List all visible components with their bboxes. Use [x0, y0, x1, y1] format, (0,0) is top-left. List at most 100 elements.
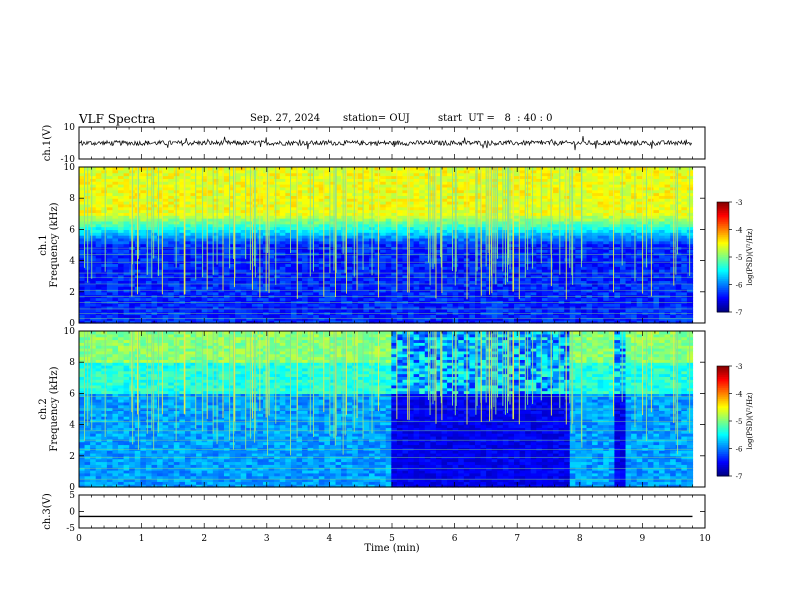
ch1-colorbar-cell: [717, 249, 729, 252]
ch1-colorbar-cell: [717, 279, 729, 282]
ch1-spectrogram-ytick-label: 4: [69, 257, 75, 267]
ch1-spectrogram-ylabel: ch.1 Frequency (kHz): [38, 202, 60, 287]
ch1-waveform-ytick-label: 10: [64, 123, 76, 133]
ch1-colorbar-cell: [717, 310, 729, 313]
time-tick-label: 8: [577, 534, 583, 544]
ch2-colorbar-cell: [717, 452, 729, 455]
ch2-colorbar-cell: [717, 386, 729, 389]
ch1-colorbar-cell: [717, 242, 729, 245]
ch2-spectrogram-ytick-label: 8: [69, 358, 75, 368]
ch1-colorbar-cell: [717, 202, 729, 205]
time-tick-label: 0: [76, 534, 82, 544]
ch1-colorbar-cell: [717, 297, 729, 300]
ch3-waveform-ytick-label: 5: [69, 491, 75, 501]
ch2-colorbar-cell: [717, 461, 729, 464]
ch2-colorbar-cell: [717, 400, 729, 404]
ch1-colorbar-cell: [717, 211, 729, 214]
ch2-colorbar-cell: [717, 393, 729, 396]
ch2-spectrogram-ylabel: ch.2 Frequency (kHz): [38, 366, 60, 451]
ch1-colorbar-cell: [717, 299, 729, 302]
ch2-colorbar-cell: [717, 448, 729, 451]
ch2-colorbar-tick: -6: [736, 446, 743, 454]
ch2-colorbar-cell: [717, 468, 729, 471]
ch2-colorbar-cell: [717, 455, 729, 459]
ch1-spectrogram-ytick-label: 2: [69, 288, 75, 298]
ch1-colorbar-cell: [717, 229, 729, 232]
ch2-colorbar-cell: [717, 459, 729, 462]
ch2-spectrogram-ytick-label: 2: [69, 452, 75, 462]
ch2-colorbar-cell: [717, 371, 729, 374]
ch1-colorbar-cell: [717, 301, 729, 304]
ch1-colorbar-cell: [717, 269, 729, 273]
station-label: station= OUJ: [343, 113, 410, 124]
ch1-colorbar-cell: [717, 284, 729, 287]
ch2-colorbar-cell: [717, 466, 729, 470]
ch2-colorbar-cell: [717, 408, 729, 411]
ch3-waveform-ytick-label: -5: [66, 524, 75, 534]
ch2-colorbar-cell: [717, 404, 729, 407]
ch2-colorbar-cell: [717, 411, 729, 415]
ch1-colorbar-cell: [717, 207, 729, 210]
ch1-spectrogram-ytick-label: 10: [64, 163, 76, 173]
ch2-colorbar-cell: [717, 410, 729, 413]
time-tick-label: 1: [139, 534, 145, 544]
ch1-colorbar-cell: [717, 277, 729, 280]
ch1-colorbar-cell: [717, 306, 729, 309]
ch2-colorbar-cell: [717, 437, 729, 440]
ch2-colorbar-cell: [717, 424, 729, 427]
time-axis-label: Time (min): [364, 543, 419, 554]
ch1-colorbar-cell: [717, 231, 729, 234]
ch1-colorbar-cell: [717, 290, 729, 293]
ch2-colorbar-cell: [717, 472, 729, 475]
ch1-spectrogram-ytick-label: 0: [69, 319, 75, 329]
ch2-colorbar-cell: [717, 433, 729, 437]
ch1-waveform-trace: [78, 135, 693, 151]
ch1-colorbar-cell: [717, 302, 729, 306]
ch2-colorbar-cell: [717, 391, 729, 394]
ch1-colorbar-label: log(PSD)(V²/Hz): [746, 228, 754, 285]
ch1-colorbar-cell: [717, 253, 729, 256]
ch2-colorbar-cell: [717, 380, 729, 383]
ch1-colorbar-cell: [717, 244, 729, 247]
ch2-colorbar-cell: [717, 435, 729, 438]
ch2-colorbar-cell: [717, 375, 729, 378]
ch2-spectrogram-ytick-label: 0: [69, 483, 75, 493]
ch1-colorbar-cell: [717, 240, 729, 243]
ch2-colorbar-cell: [717, 389, 729, 393]
ch1-waveform-ylabel: ch.1(V): [42, 125, 53, 162]
ch1-colorbar-tick: -5: [736, 254, 743, 262]
ch1-colorbar-cell: [717, 203, 729, 207]
ch2-colorbar-cell: [717, 415, 729, 418]
ch2-colorbar-cell: [717, 367, 729, 371]
ch1-colorbar-cell: [717, 235, 729, 238]
ch2-colorbar-cell: [717, 443, 729, 446]
ch1-colorbar-cell: [717, 282, 729, 285]
ch2-colorbar-cell: [717, 457, 729, 460]
ch2-colorbar-cell: [717, 432, 729, 435]
ch1-colorbar-cell: [717, 216, 729, 219]
ch2-colorbar-cell: [717, 465, 729, 468]
ch1-colorbar-tick: -6: [736, 282, 743, 290]
ch3-waveform-ytick-label: 0: [69, 508, 75, 518]
ch1-colorbar-cell: [717, 266, 729, 269]
ch1-colorbar-cell: [717, 220, 729, 223]
ch2-colorbar-cell: [717, 384, 729, 387]
ch2-colorbar-cell: [717, 366, 729, 369]
ch2-colorbar-cell: [717, 444, 729, 448]
ch1-colorbar-cell: [717, 236, 729, 240]
ch1-colorbar-cell: [717, 260, 729, 263]
time-tick-label: 7: [514, 534, 520, 544]
svg-text:ch.1(V): ch.1(V): [42, 125, 53, 162]
ch2-colorbar-cell: [717, 463, 729, 466]
ch2-colorbar-cell: [717, 369, 729, 372]
ch2-colorbar-cell: [717, 446, 729, 449]
ch1-waveform-ytick-label: -10: [61, 155, 76, 165]
ch2-colorbar-cell: [717, 388, 729, 391]
ch1-colorbar-cell: [717, 291, 729, 295]
ch1-colorbar-cell: [717, 247, 729, 251]
ch1-colorbar-cell: [717, 262, 729, 265]
ch2-colorbar-cell: [717, 378, 729, 382]
time-tick-label: 6: [452, 534, 458, 544]
ch2-colorbar-cell: [717, 377, 729, 380]
